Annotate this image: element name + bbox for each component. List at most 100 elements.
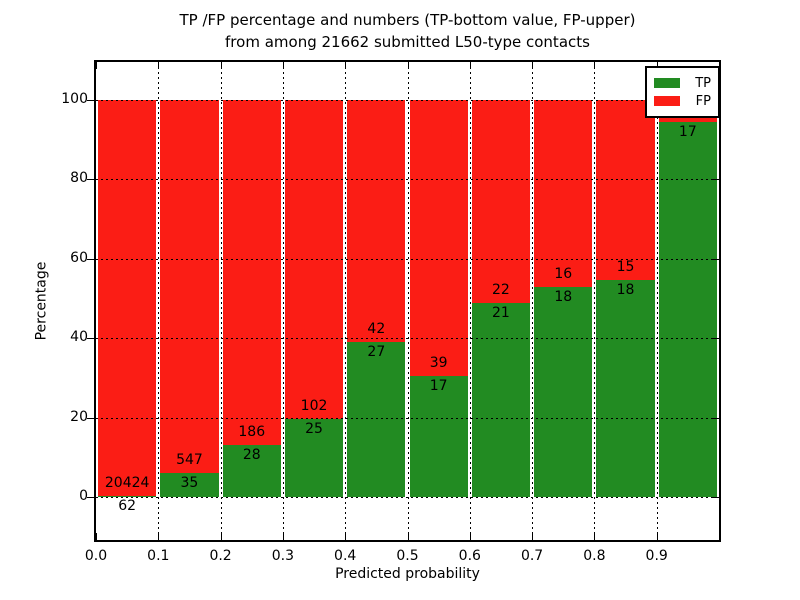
- x-tick-top: [282, 62, 284, 69]
- x-tick-label: 0.5: [396, 548, 419, 564]
- x-tick-bottom: [220, 533, 222, 540]
- x-tick-top: [656, 62, 658, 69]
- tp-bar-segment: [284, 418, 344, 497]
- tp-bar-segment: [347, 341, 406, 497]
- y-tick-left: [87, 497, 94, 498]
- y-tick-right: [712, 338, 719, 340]
- fp-count-label: 22: [492, 282, 510, 299]
- vertical-gridline: [158, 62, 160, 540]
- legend-entry-tp: TP: [654, 75, 711, 91]
- vertical-gridline: [469, 62, 471, 540]
- x-tick-label: 0.4: [334, 548, 357, 564]
- fp-bar-segment: [596, 100, 655, 281]
- tp-bar-segment: [409, 376, 468, 497]
- tp-count-label: 35: [180, 475, 199, 492]
- fp-count-label: 39: [429, 355, 448, 372]
- chart-title-line2: from among 21662 submitted L50-type cont…: [225, 33, 590, 51]
- tp-bar-segment: [222, 445, 281, 497]
- x-tick-label: 0.8: [583, 548, 606, 564]
- tp-color-swatch: [654, 78, 680, 88]
- tp-bar-segment: [98, 495, 157, 497]
- y-tick-left: [87, 100, 94, 101]
- y-tick-label: 0: [79, 488, 88, 504]
- tp-count-label: 25: [305, 420, 323, 437]
- tp-count-label: 21: [492, 305, 510, 322]
- x-tick-bottom: [594, 533, 596, 540]
- vertical-gridline: [594, 62, 596, 540]
- y-axis-label-box: Percentage: [28, 62, 54, 540]
- axes-frame: [94, 60, 721, 542]
- fp-bar-segment: [347, 100, 406, 342]
- horizontal-gridline: [96, 338, 719, 340]
- tp-count-label: 62: [118, 497, 137, 514]
- y-tick-label: 40: [70, 329, 88, 346]
- fp-bar-segment: [409, 100, 468, 377]
- tp-count-label: 27: [367, 343, 386, 360]
- plot-area: 20424 62 547 35 186 28 102 25 42 27 39 17 22 21 16 18 15…: [96, 62, 719, 540]
- y-tick-label: 60: [70, 249, 88, 266]
- chart-title: TP /FP percentage and numbers (TP-bottom…: [96, 9, 719, 53]
- x-tick-label: 0.6: [458, 548, 481, 564]
- legend-entry-fp: FP: [654, 93, 711, 109]
- x-tick-top: [407, 62, 409, 69]
- x-tick-bottom: [469, 533, 471, 540]
- y-tick-right: [712, 258, 719, 260]
- fp-bar-segment: [534, 100, 593, 287]
- horizontal-gridline: [96, 179, 719, 181]
- x-tick-label: 0.1: [147, 548, 170, 564]
- y-tick-left: [87, 258, 94, 260]
- tp-bar-segment: [534, 286, 593, 497]
- vertical-gridline: [407, 62, 409, 540]
- x-tick-label: 0.2: [209, 548, 232, 564]
- fp-count-label: 20424: [104, 474, 150, 491]
- tp-bar-segment: [658, 122, 717, 497]
- vertical-gridline: [345, 62, 347, 540]
- y-tick-right: [712, 497, 719, 498]
- y-tick-right: [712, 417, 719, 419]
- fp-count-label: 16: [554, 265, 573, 282]
- x-tick-label: 0.0: [84, 548, 108, 564]
- x-tick-top: [532, 62, 534, 69]
- vertical-gridline: [656, 62, 658, 540]
- x-tick-bottom: [345, 533, 347, 540]
- vertical-gridline: [282, 62, 284, 540]
- x-tick-bottom: [96, 533, 97, 540]
- tp-count-label: 18: [616, 282, 635, 299]
- tp-count-label: 18: [554, 288, 573, 305]
- y-tick-label: 20: [70, 408, 88, 425]
- x-tick-top: [469, 62, 471, 69]
- y-tick-label: 80: [70, 170, 88, 187]
- x-tick-bottom: [532, 533, 534, 540]
- fp-bar-segment: [471, 100, 531, 304]
- tp-bar-segment: [160, 473, 219, 497]
- legend-label-tp: TP: [695, 75, 711, 91]
- x-tick-bottom: [282, 533, 284, 540]
- x-tick-top: [220, 62, 222, 69]
- horizontal-gridline: [96, 417, 719, 419]
- fp-bar-segment: [98, 100, 157, 496]
- y-tick-right: [712, 179, 719, 181]
- fp-count-label: 15: [616, 259, 635, 276]
- x-axis-label: Predicted probability: [335, 566, 480, 582]
- fp-bar-segment: [160, 100, 219, 474]
- legend: TP FP: [645, 66, 720, 118]
- x-tick-label: 0.7: [520, 548, 544, 564]
- x-tick-label: 0.3: [271, 548, 295, 564]
- x-tick-bottom: [407, 533, 409, 540]
- horizontal-gridline: [96, 100, 719, 101]
- legend-label-fp: FP: [695, 93, 711, 109]
- y-tick-left: [87, 338, 94, 340]
- x-tick-bottom: [656, 533, 658, 540]
- horizontal-gridline: [96, 258, 719, 260]
- tp-bar-segment: [471, 303, 531, 497]
- fp-count-label: 102: [300, 397, 328, 414]
- tp-bar-segment: [596, 280, 655, 497]
- y-tick-left: [87, 179, 94, 181]
- vertical-gridline: [532, 62, 534, 540]
- x-tick-label: 0.9: [645, 548, 668, 564]
- tp-count-label: 17: [429, 378, 448, 395]
- x-tick-bottom: [158, 533, 160, 540]
- y-tick-label: 100: [61, 91, 88, 107]
- x-tick-top: [158, 62, 160, 69]
